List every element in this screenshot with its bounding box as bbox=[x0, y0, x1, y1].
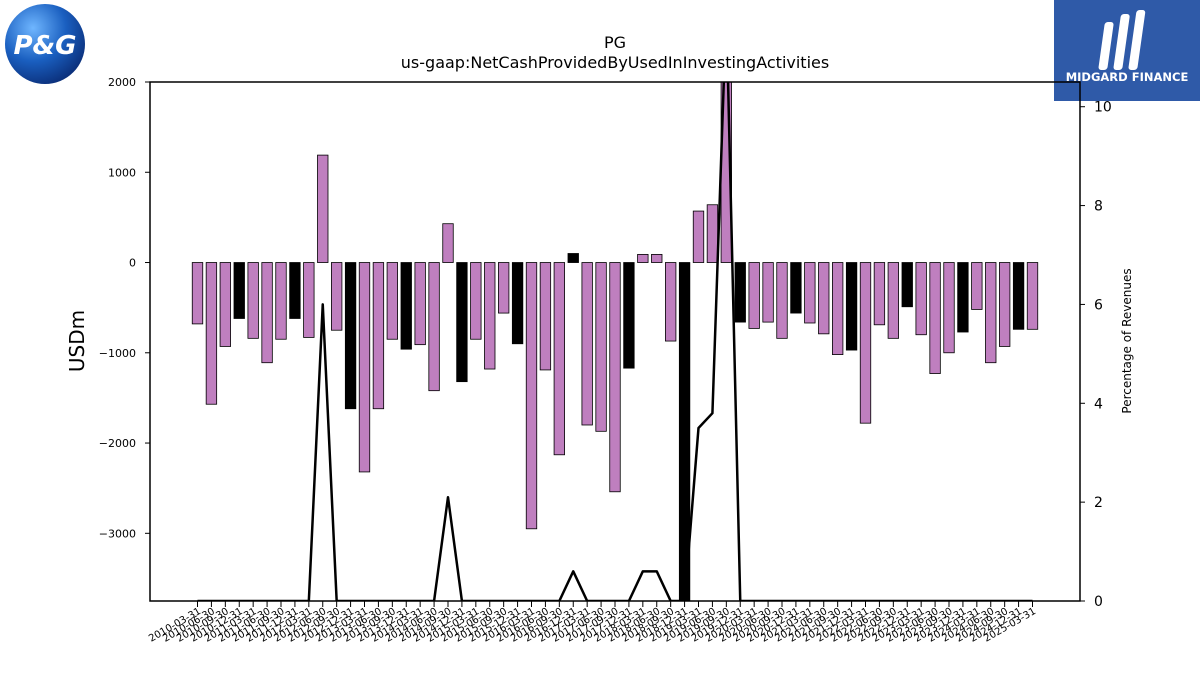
bar bbox=[985, 262, 997, 364]
bar bbox=[943, 262, 955, 354]
bar bbox=[734, 262, 746, 323]
bar bbox=[261, 262, 273, 364]
bar bbox=[470, 262, 482, 340]
bar bbox=[344, 262, 357, 410]
bar bbox=[484, 262, 496, 370]
bar bbox=[999, 262, 1011, 347]
y2-tick-label: 2 bbox=[1094, 495, 1103, 511]
bar bbox=[929, 262, 941, 374]
bar bbox=[414, 262, 426, 346]
bar bbox=[692, 210, 705, 263]
bar bbox=[971, 262, 983, 310]
bar bbox=[525, 262, 538, 530]
bar bbox=[665, 262, 677, 342]
bar bbox=[303, 262, 315, 338]
bar bbox=[317, 154, 329, 263]
bar bbox=[804, 262, 816, 324]
bars-group bbox=[191, 82, 1039, 601]
bar bbox=[915, 262, 927, 336]
bar bbox=[539, 262, 552, 371]
bar bbox=[790, 262, 802, 314]
bar bbox=[511, 262, 524, 345]
y-axis-label: USDm bbox=[65, 310, 89, 372]
y-tick-label: −1000 bbox=[99, 347, 136, 360]
bar bbox=[567, 253, 579, 263]
bar bbox=[191, 262, 204, 325]
bar bbox=[233, 262, 245, 319]
bar bbox=[609, 262, 621, 493]
midgard-logo-text: MIDGARD FINANCE bbox=[1066, 70, 1189, 84]
bar bbox=[205, 262, 218, 405]
y-tick-label: 1000 bbox=[108, 166, 136, 179]
bar bbox=[651, 253, 663, 263]
bar bbox=[637, 253, 649, 263]
bar bbox=[331, 262, 343, 331]
chart-title: PG bbox=[604, 33, 626, 52]
y2-tick-label: 0 bbox=[1094, 594, 1103, 610]
bar bbox=[289, 262, 301, 319]
bar bbox=[845, 262, 858, 351]
bar bbox=[581, 262, 593, 426]
bar bbox=[400, 262, 412, 350]
bar bbox=[901, 262, 913, 308]
pg-logo-text: P&G bbox=[13, 31, 76, 61]
bar bbox=[372, 262, 385, 410]
y2-tick-label: 4 bbox=[1094, 396, 1103, 412]
y2-tick-label: 10 bbox=[1094, 100, 1112, 116]
bar bbox=[498, 262, 510, 314]
bar bbox=[776, 262, 788, 339]
bar bbox=[678, 262, 691, 601]
pg-logo: P&G bbox=[5, 4, 85, 84]
bar bbox=[219, 262, 231, 347]
bar bbox=[706, 204, 719, 263]
midgard-finance-logo: MIDGARD FINANCE bbox=[1054, 0, 1200, 101]
y2-tick-label: 8 bbox=[1094, 199, 1103, 215]
y-tick-label: −3000 bbox=[99, 527, 136, 540]
bar bbox=[428, 262, 440, 392]
y-tick-label: 0 bbox=[129, 257, 136, 270]
bar bbox=[887, 262, 899, 339]
bar bbox=[1012, 262, 1025, 330]
pg-logo-circle bbox=[5, 4, 85, 84]
bar bbox=[832, 262, 844, 355]
bar bbox=[1026, 262, 1039, 330]
bar bbox=[957, 262, 969, 333]
bar bbox=[762, 262, 774, 323]
plot-area: 200010000−1000−2000−300002468102010-03-3… bbox=[99, 76, 1112, 645]
bar bbox=[247, 262, 259, 339]
bar bbox=[595, 262, 607, 432]
bar bbox=[859, 262, 872, 424]
bar bbox=[873, 262, 886, 326]
y2-axis-label: Percentage of Revenues bbox=[1120, 268, 1134, 413]
bar bbox=[275, 262, 287, 340]
bar bbox=[358, 262, 371, 473]
bar bbox=[386, 262, 398, 340]
y-tick-label: −2000 bbox=[99, 437, 136, 450]
bar bbox=[553, 262, 565, 456]
midgard-logo-icon bbox=[1098, 10, 1146, 70]
bar bbox=[456, 262, 468, 383]
bar bbox=[442, 223, 454, 263]
bar bbox=[623, 262, 635, 369]
chart-subtitle: us-gaap:NetCashProvidedByUsedInInvesting… bbox=[401, 53, 829, 72]
y2-tick-label: 6 bbox=[1094, 297, 1103, 313]
bar bbox=[818, 262, 830, 335]
bar bbox=[748, 262, 760, 329]
y-tick-label: 2000 bbox=[108, 76, 136, 89]
